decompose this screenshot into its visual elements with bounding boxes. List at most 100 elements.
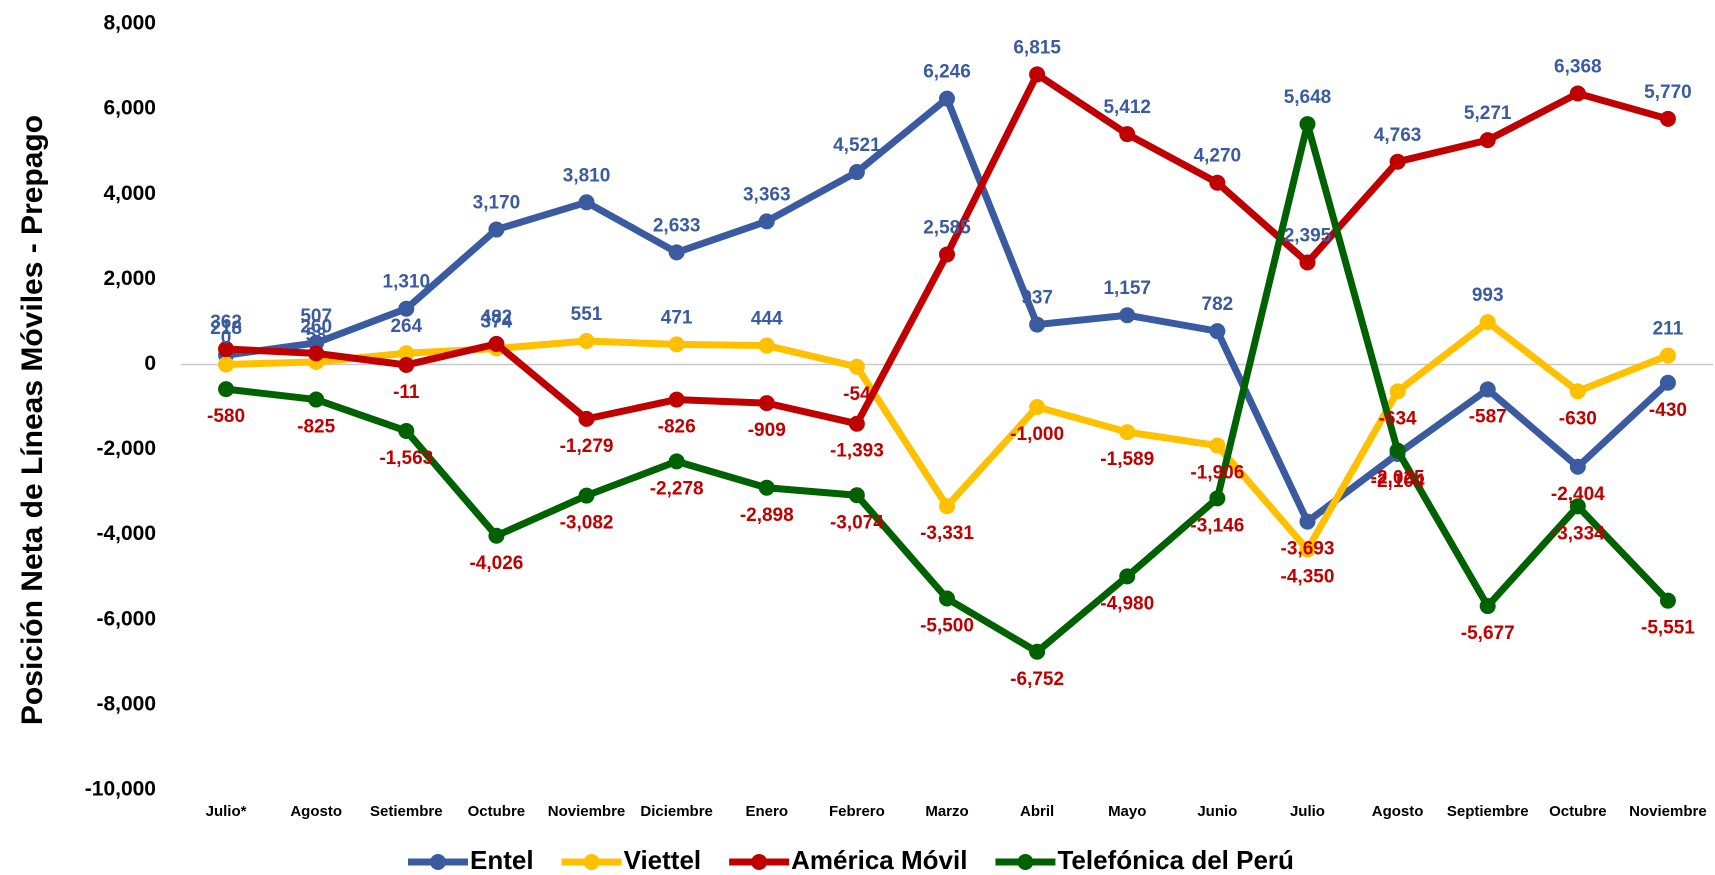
series-line xyxy=(225,95,1671,526)
point xyxy=(1479,314,1496,331)
x-tick-label: Octubre xyxy=(468,803,526,820)
data-label: -826 xyxy=(658,417,696,438)
point xyxy=(939,498,955,515)
data-label: -3,082 xyxy=(560,513,614,534)
data-label: 993 xyxy=(1472,285,1504,306)
y-tick-label: 4,000 xyxy=(103,182,156,205)
point xyxy=(488,527,505,544)
point xyxy=(218,381,235,398)
data-label: -1,000 xyxy=(1010,424,1064,445)
point xyxy=(1119,568,1136,585)
point xyxy=(398,300,415,317)
point xyxy=(1209,490,1226,507)
data-label: 1,310 xyxy=(383,272,431,293)
point xyxy=(939,590,955,607)
x-tick-label: Noviembre xyxy=(1629,803,1707,820)
point xyxy=(1479,598,1496,615)
y-tick-label: 0 xyxy=(144,352,156,375)
point xyxy=(1389,383,1406,400)
data-label: 5,412 xyxy=(1103,97,1151,118)
point xyxy=(668,336,685,353)
data-label: 4,270 xyxy=(1194,146,1242,167)
x-tick-label: Febrero xyxy=(829,803,885,820)
legend-marker xyxy=(751,854,768,870)
x-tick-label: Setiembre xyxy=(370,803,443,820)
data-label: 5,648 xyxy=(1284,87,1332,108)
x-tick-label: Diciembre xyxy=(640,803,713,820)
point xyxy=(218,341,235,358)
point xyxy=(1029,66,1046,83)
data-label: -1,589 xyxy=(1100,449,1154,470)
point xyxy=(848,164,865,181)
legend-marker xyxy=(1017,854,1034,870)
data-label: -430 xyxy=(1649,400,1687,421)
data-label: -2,278 xyxy=(650,478,704,499)
point xyxy=(668,244,685,261)
data-label: 551 xyxy=(571,304,603,325)
data-label: 444 xyxy=(751,309,783,330)
point xyxy=(1209,174,1226,191)
x-tick-label: Septiembre xyxy=(1447,803,1529,820)
point xyxy=(1119,126,1136,143)
x-tick-label: Noviembre xyxy=(548,803,626,820)
data-label: 507 xyxy=(300,306,332,327)
data-label: 5,770 xyxy=(1644,82,1692,103)
y-tick-label: -8,000 xyxy=(96,692,156,715)
point xyxy=(1299,541,1316,558)
data-label: 5,271 xyxy=(1464,103,1512,124)
series xyxy=(218,66,1676,432)
x-tick-label: Abril xyxy=(1020,803,1054,820)
data-label: -4,350 xyxy=(1281,567,1335,588)
data-label: -825 xyxy=(297,417,335,438)
point xyxy=(758,395,775,412)
data-label: -3,331 xyxy=(920,523,974,544)
y-tick-label: -2,000 xyxy=(96,437,156,460)
point xyxy=(668,391,685,408)
point xyxy=(578,487,595,504)
data-label: 218 xyxy=(210,318,242,339)
data-label: -5,500 xyxy=(920,616,974,637)
x-tick-label: Agosto xyxy=(290,803,342,820)
x-tick-label: Junio xyxy=(1197,803,1237,820)
data-label: -2,025 xyxy=(1371,468,1425,489)
point xyxy=(848,487,865,504)
point xyxy=(1659,374,1676,391)
legend-label: Viettel xyxy=(624,845,702,875)
point xyxy=(1479,381,1496,398)
point xyxy=(758,337,775,354)
data-label: -5,677 xyxy=(1461,623,1515,644)
data-label: -5,551 xyxy=(1641,618,1695,639)
data-label: -1,393 xyxy=(830,441,884,462)
data-label: -4,980 xyxy=(1100,593,1154,614)
series-line xyxy=(225,120,1671,656)
point xyxy=(668,453,685,470)
y-tick-label: 2,000 xyxy=(103,267,156,290)
series xyxy=(218,314,1676,558)
point xyxy=(1209,323,1226,340)
data-label: -1,279 xyxy=(560,436,614,457)
point xyxy=(1389,153,1406,170)
point xyxy=(1029,316,1046,333)
data-label: -3,334 xyxy=(1551,523,1605,544)
point xyxy=(1659,110,1676,127)
x-tick-label: Julio* xyxy=(206,803,247,820)
data-label: 260 xyxy=(300,316,332,337)
point xyxy=(1569,498,1586,515)
data-label: 6,815 xyxy=(1013,37,1061,58)
data-label: 0 xyxy=(221,327,232,348)
point xyxy=(939,90,955,107)
y-tick-label: 8,000 xyxy=(103,12,156,35)
x-tick-label: Enero xyxy=(746,803,789,820)
legend-label: América Móvil xyxy=(791,845,967,875)
data-label: 6,246 xyxy=(923,62,971,83)
point xyxy=(1569,85,1586,102)
data-label: 3,810 xyxy=(563,165,611,186)
point xyxy=(398,422,415,439)
point xyxy=(1029,643,1046,660)
data-label: 264 xyxy=(390,316,422,337)
point xyxy=(308,391,325,408)
y-axis-title: Posición Neta de Líneas Móviles - Prepag… xyxy=(16,115,49,725)
point xyxy=(848,415,865,432)
data-label: 362 xyxy=(210,312,242,333)
point xyxy=(578,332,595,349)
